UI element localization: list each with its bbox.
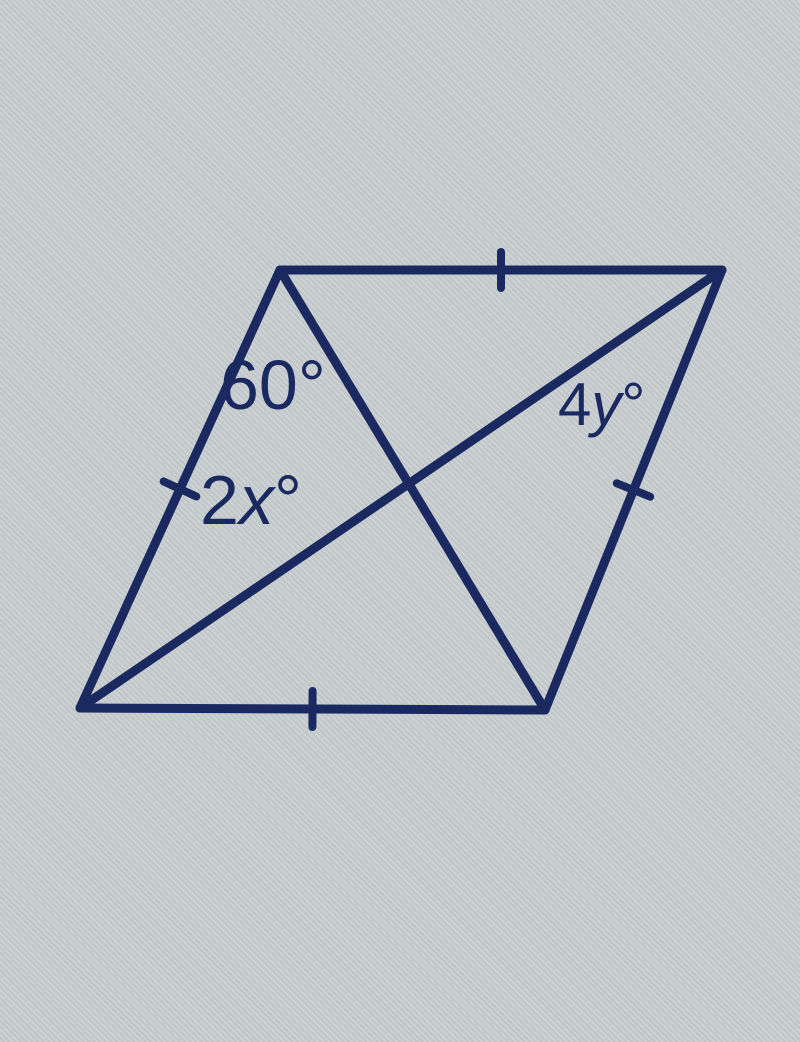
rhombus-diagram-svg: [0, 0, 800, 1042]
angle-label-60: 60°: [220, 345, 326, 425]
diagram-canvas: 60° 2x° 4y°: [0, 0, 800, 1042]
angle-label-4y: 4y°: [558, 370, 645, 439]
angle-label-2x: 2x°: [200, 460, 302, 540]
